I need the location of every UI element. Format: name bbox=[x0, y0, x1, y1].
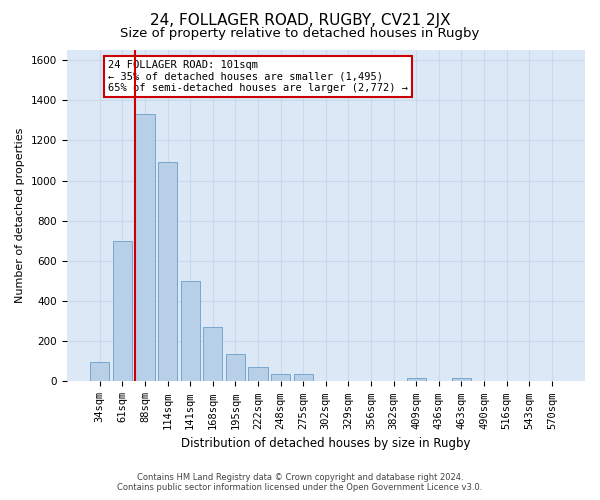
Bar bbox=[158, 162, 177, 382]
Bar bbox=[181, 281, 200, 382]
Text: Size of property relative to detached houses in Rugby: Size of property relative to detached ho… bbox=[121, 28, 479, 40]
Bar bbox=[248, 368, 268, 382]
Text: Contains HM Land Registry data © Crown copyright and database right 2024.
Contai: Contains HM Land Registry data © Crown c… bbox=[118, 473, 482, 492]
Bar bbox=[293, 374, 313, 382]
Bar bbox=[136, 114, 155, 382]
Bar bbox=[271, 374, 290, 382]
Bar bbox=[203, 327, 223, 382]
Bar bbox=[90, 362, 109, 382]
X-axis label: Distribution of detached houses by size in Rugby: Distribution of detached houses by size … bbox=[181, 437, 470, 450]
Bar bbox=[113, 241, 132, 382]
Text: 24 FOLLAGER ROAD: 101sqm
← 35% of detached houses are smaller (1,495)
65% of sem: 24 FOLLAGER ROAD: 101sqm ← 35% of detach… bbox=[108, 60, 408, 93]
Bar bbox=[226, 354, 245, 382]
Bar bbox=[407, 378, 426, 382]
Bar bbox=[452, 378, 471, 382]
Text: 24, FOLLAGER ROAD, RUGBY, CV21 2JX: 24, FOLLAGER ROAD, RUGBY, CV21 2JX bbox=[149, 12, 451, 28]
Y-axis label: Number of detached properties: Number of detached properties bbox=[15, 128, 25, 304]
